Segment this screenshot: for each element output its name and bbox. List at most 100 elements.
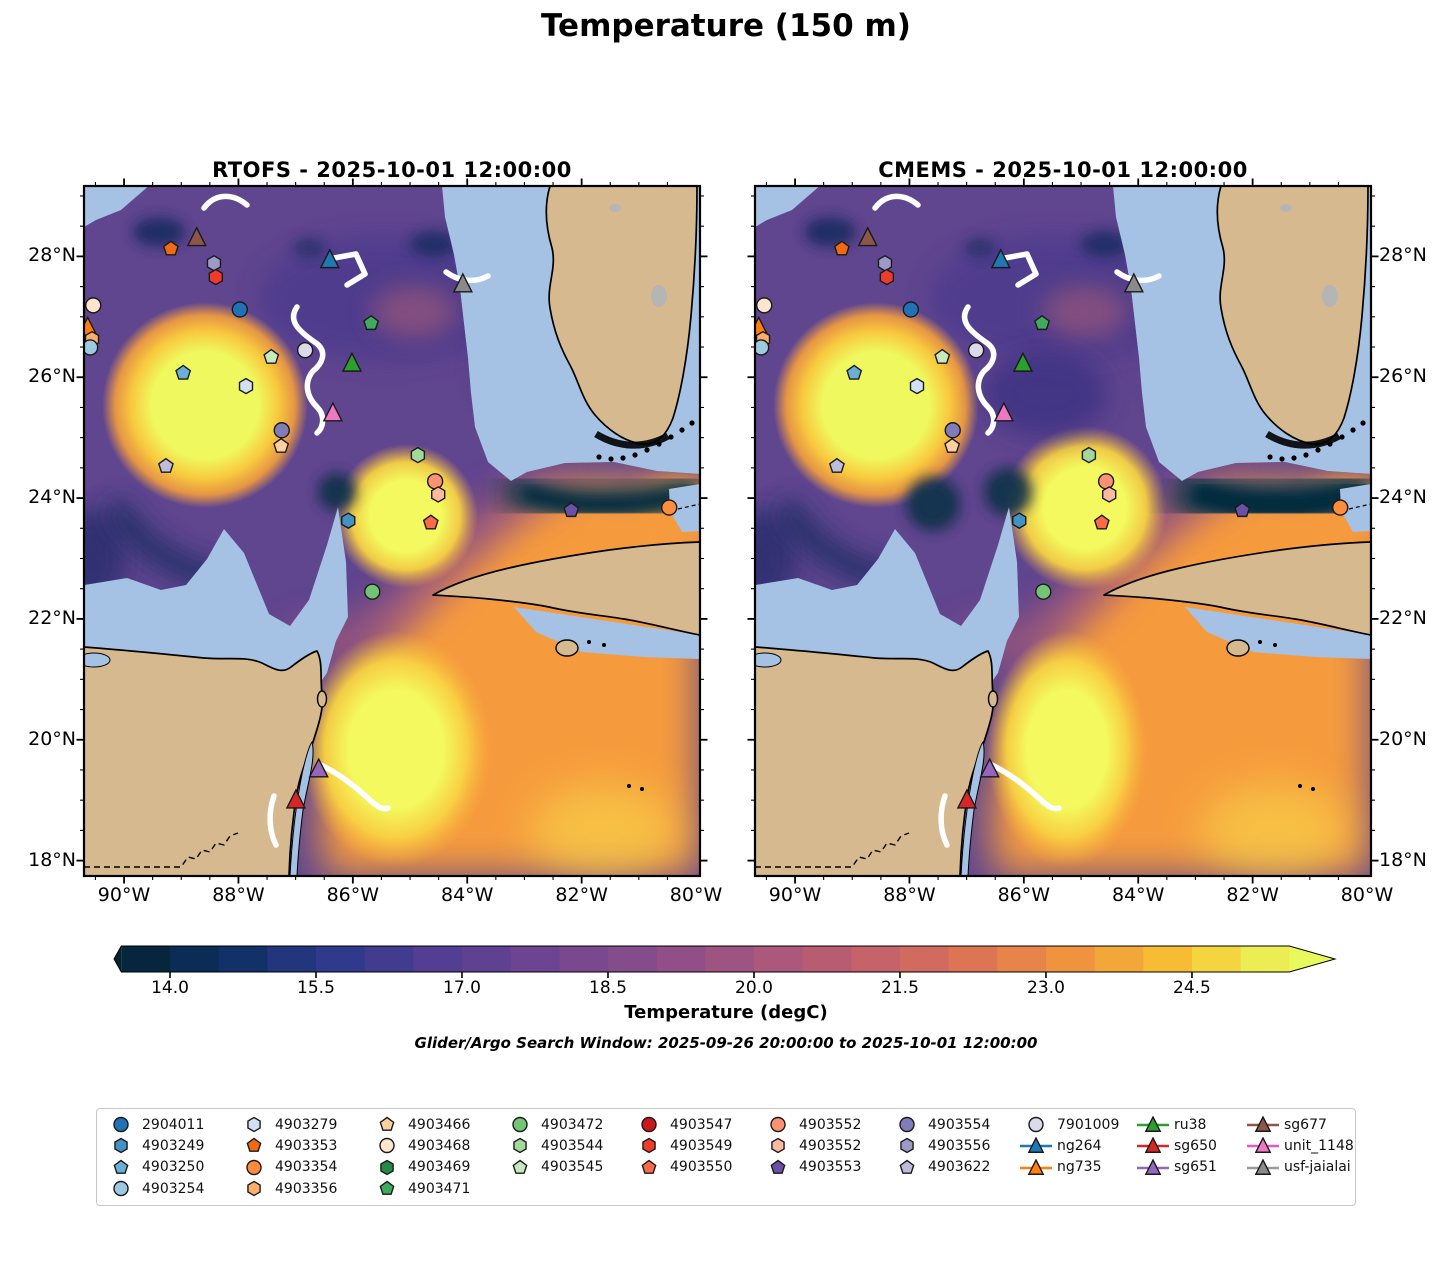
legend-item-4903469: 4903469 xyxy=(369,1157,470,1178)
legend-item-4903556: 4903556 xyxy=(889,1135,990,1156)
glider-marker-icon xyxy=(1247,1116,1279,1133)
legend-item-4903545: 4903545 xyxy=(502,1157,603,1178)
hexagon-marker-icon xyxy=(513,1138,527,1154)
map-rtofs-canvas xyxy=(76,178,708,884)
map-marker-sg650 xyxy=(956,788,978,809)
bahamas-bank xyxy=(669,484,700,532)
legend-label: 2904011 xyxy=(142,1116,205,1133)
lon-tick-label: 88°W xyxy=(212,884,265,906)
map-marker-4903549 xyxy=(879,268,895,286)
cozumel-island xyxy=(316,690,328,708)
marker-circle xyxy=(1028,1116,1044,1133)
legend-item-4903550: 4903550 xyxy=(631,1157,732,1178)
marker-pentagon xyxy=(770,1159,786,1174)
map-panel-rtofs xyxy=(76,178,708,884)
legend-label: 4903544 xyxy=(541,1137,604,1154)
legend-column: ru38 sg650 sg651 xyxy=(1135,1114,1217,1178)
everglades-coast xyxy=(1265,430,1341,449)
legend-label: 4903466 xyxy=(408,1116,471,1133)
legend-item-ng735: ng735 xyxy=(1018,1157,1119,1178)
cuba-shallows xyxy=(1185,607,1371,659)
map-marker-7901009 xyxy=(967,342,985,359)
map-marker-4903545 xyxy=(263,348,280,364)
marker-circle xyxy=(379,1138,395,1154)
legend-label: 4903553 xyxy=(799,1159,862,1176)
legend-label: 4903547 xyxy=(670,1116,733,1133)
map-marker-4903556 xyxy=(206,254,222,272)
legend-item-sg650: sg650 xyxy=(1135,1135,1217,1156)
map-panel-cmems xyxy=(747,178,1379,884)
map-marker-4903472 xyxy=(1035,583,1052,600)
map-marker-4903472 xyxy=(364,583,381,600)
map-marker-4903354 xyxy=(661,499,678,516)
florida-land xyxy=(1216,186,1369,445)
circle-marker-icon xyxy=(379,1138,395,1154)
legend-label: sg650 xyxy=(1174,1137,1217,1154)
legend-label: 4903552 xyxy=(799,1137,862,1154)
map-marker-4903353 xyxy=(162,240,179,256)
map-marker-4903353 xyxy=(833,240,850,256)
legend-column: 4903547 4903549 4903550 xyxy=(631,1114,732,1178)
marker-hexagon xyxy=(513,1138,527,1154)
map-marker-usf-jaialai xyxy=(1123,272,1144,293)
legend-label: 4903356 xyxy=(275,1180,338,1197)
marker-hexagon xyxy=(380,1159,394,1176)
lon-tick-label: 86°W xyxy=(326,884,380,906)
legend-label: 4903622 xyxy=(928,1159,991,1176)
marker-pentagon xyxy=(379,1116,395,1132)
legend-label: 4903354 xyxy=(275,1159,338,1176)
marker-pentagon xyxy=(246,1138,262,1153)
legend-item-2904011: 2904011 xyxy=(103,1114,204,1135)
marker-hexagon xyxy=(642,1138,656,1154)
map-marker-sg677 xyxy=(857,226,878,247)
legend-label: sg677 xyxy=(1284,1116,1327,1133)
map-marker-4903545 xyxy=(934,348,951,364)
map-marker-sg651 xyxy=(308,757,329,778)
lat-tick-label-left: 28°N xyxy=(28,244,76,267)
laguna xyxy=(755,652,782,668)
map-marker-sg677 xyxy=(186,226,207,247)
legend-label: 4903554 xyxy=(928,1116,991,1133)
legend-column: 2904011 4903249 4903250 4903254 xyxy=(103,1114,204,1199)
lat-tick-label-left: 24°N xyxy=(28,486,76,509)
map-marker-4903254 xyxy=(84,339,99,356)
legend-item-4903554: 4903554 xyxy=(889,1114,990,1135)
circle-marker-icon xyxy=(770,1116,786,1133)
lon-tick-label: 90°W xyxy=(768,884,822,906)
marker-triangle xyxy=(1254,1116,1272,1133)
legend-label: 7901009 xyxy=(1057,1116,1120,1133)
hexagon-marker-icon xyxy=(380,1159,394,1176)
map-marker-4903544 xyxy=(410,446,426,464)
legend-label: 4903472 xyxy=(541,1116,604,1133)
legend-column: 4903552 4903552 4903553 xyxy=(760,1114,861,1178)
legend-item-4903250: 4903250 xyxy=(103,1157,204,1178)
map-marker-4903249 xyxy=(341,512,356,529)
yucatan-land xyxy=(755,646,995,876)
colorbar-tick-label: 15.5 xyxy=(297,978,335,998)
lat-tick-label-right: 22°N xyxy=(1379,606,1427,629)
lon-tick-label: 90°W xyxy=(97,884,151,906)
white-contours xyxy=(872,193,1162,848)
legend-item-4903471: 4903471 xyxy=(369,1178,470,1199)
glider-marker-icon xyxy=(1247,1158,1279,1175)
pentagon-marker-icon xyxy=(379,1180,395,1195)
marker-hexagon xyxy=(114,1138,128,1154)
lat-tick-label-right: 24°N xyxy=(1379,486,1427,509)
legend-label: ng264 xyxy=(1057,1137,1102,1154)
legend-label: 4903250 xyxy=(142,1159,205,1176)
map-marker-4903552 xyxy=(1102,486,1117,503)
marker-triangle xyxy=(1144,1116,1162,1133)
circle-marker-icon xyxy=(512,1116,528,1133)
map-marker-4903550 xyxy=(1093,514,1110,530)
hexagon-marker-icon xyxy=(771,1138,785,1154)
map-marker-4903279 xyxy=(238,377,254,395)
marker-hexagon xyxy=(247,1180,261,1197)
lon-tick-label: 84°W xyxy=(1112,884,1165,906)
lon-tick-label: 84°W xyxy=(441,884,494,906)
legend-column: 4903466 4903468 4903469 4903471 xyxy=(369,1114,470,1199)
cuba-shallows xyxy=(514,607,700,659)
marker-hexagon xyxy=(247,1116,261,1133)
marker-pentagon xyxy=(512,1159,528,1174)
hexagon-marker-icon xyxy=(900,1138,914,1154)
map-marker-4903468 xyxy=(756,297,773,314)
